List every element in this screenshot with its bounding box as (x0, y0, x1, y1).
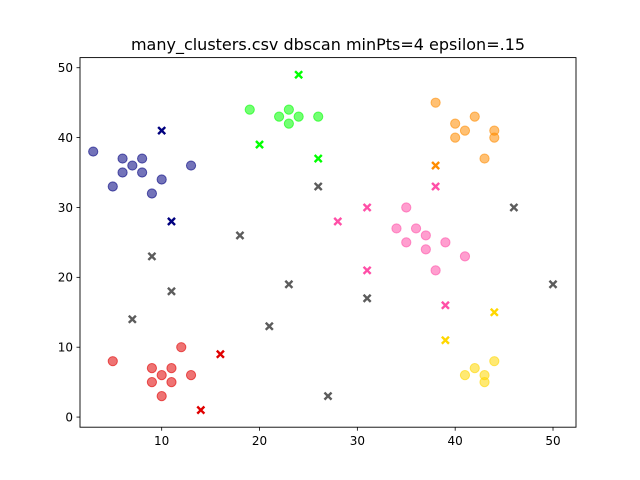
y-tick-label: 10 (58, 341, 73, 355)
cluster-2-core-point (244, 104, 255, 115)
cluster-4-border-point (362, 265, 372, 275)
x-tick-label: 20 (252, 434, 267, 448)
cluster-5-core-point (166, 363, 177, 374)
noise-point (509, 203, 519, 212)
cluster-1-border-point (167, 217, 176, 226)
cluster-5-core-point (156, 391, 167, 402)
cluster-3-core-point (430, 97, 441, 108)
noise-point (264, 321, 274, 331)
noise-point (167, 286, 176, 296)
cluster-3-core-point (489, 132, 500, 143)
cluster-2-core-point (313, 111, 324, 122)
noise-point (284, 279, 294, 289)
noise-point (323, 391, 333, 401)
cluster-3-border-point (431, 161, 441, 170)
noise-point (235, 231, 245, 240)
cluster-6-core-point (479, 377, 490, 388)
cluster-1-core-point (107, 181, 118, 192)
cluster-6-core-point (489, 356, 500, 367)
cluster-4-core-point (430, 265, 441, 276)
points-layer (88, 70, 558, 415)
y-tick-label: 40 (58, 131, 73, 145)
cluster-3-core-point (450, 118, 461, 129)
cluster-2-border-point (294, 70, 304, 80)
noise-point (362, 293, 372, 303)
y-tick-label: 0 (65, 410, 73, 424)
cluster-4-core-point (420, 230, 431, 241)
x-tick-label: 10 (154, 434, 169, 448)
cluster-6-core-point (469, 363, 480, 374)
cluster-1-core-point (137, 153, 148, 164)
cluster-4-border-point (440, 300, 450, 310)
cluster-3-core-point (479, 153, 490, 164)
y-tick-label: 30 (58, 201, 73, 215)
cluster-4-core-point (459, 251, 471, 262)
cluster-1-core-point (88, 146, 99, 157)
cluster-2-border-point (255, 140, 264, 149)
cluster-1-core-point (117, 153, 128, 164)
cluster-2-core-point (293, 111, 304, 122)
cluster-5-core-point (185, 370, 197, 381)
cluster-1-border-point (157, 126, 167, 136)
noise-point (313, 182, 323, 191)
cluster-5-core-point (146, 363, 158, 374)
cluster-6-core-point (459, 370, 471, 381)
cluster-6-border-point (489, 307, 499, 317)
cluster-5-core-point (156, 370, 167, 381)
x-tick-label: 30 (350, 434, 365, 448)
cluster-4-core-point (410, 223, 422, 234)
cluster-4-border-point (362, 203, 372, 212)
cluster-1-core-point (117, 167, 128, 178)
x-tick-label: 50 (545, 434, 560, 448)
cluster-2-core-point (283, 104, 294, 115)
y-tick-label: 20 (58, 271, 73, 285)
cluster-2-border-point (313, 154, 323, 163)
cluster-4-core-point (440, 237, 451, 248)
cluster-5-border-point (196, 405, 206, 415)
cluster-1-core-point (185, 160, 197, 171)
cluster-5-core-point (107, 356, 118, 367)
cluster-3-core-point (459, 125, 471, 136)
ticks-layer: 10 20 30 40 50 0 10 20 30 40 50 (58, 61, 561, 448)
plot-frame (79, 57, 577, 428)
cluster-4-core-point (401, 237, 412, 248)
x-tick-label: 40 (448, 434, 463, 448)
noise-point (127, 314, 137, 324)
chart-title: many_clusters.csv dbscan minPts=4 epsilo… (131, 35, 525, 55)
cluster-1-core-point (137, 167, 148, 178)
cluster-1-core-point (156, 174, 167, 185)
cluster-3-core-point (450, 132, 461, 143)
y-tick-label: 50 (58, 61, 73, 75)
cluster-4-border-point (333, 217, 343, 226)
cluster-4-core-point (420, 244, 431, 255)
cluster-1-core-point (127, 160, 138, 171)
noise-point (548, 279, 558, 289)
cluster-5-core-point (166, 377, 177, 388)
cluster-2-core-point (273, 111, 285, 122)
cluster-4-core-point (391, 223, 402, 234)
cluster-2-core-point (283, 118, 294, 129)
cluster-4-core-point (401, 202, 412, 213)
cluster-1-core-point (146, 188, 158, 199)
cluster-6-border-point (440, 335, 450, 345)
cluster-5-core-point (146, 377, 158, 388)
cluster-4-border-point (431, 182, 441, 191)
noise-point (147, 251, 157, 261)
cluster-3-core-point (469, 111, 480, 122)
cluster-5-core-point (176, 342, 187, 353)
cluster-5-border-point (215, 349, 225, 359)
